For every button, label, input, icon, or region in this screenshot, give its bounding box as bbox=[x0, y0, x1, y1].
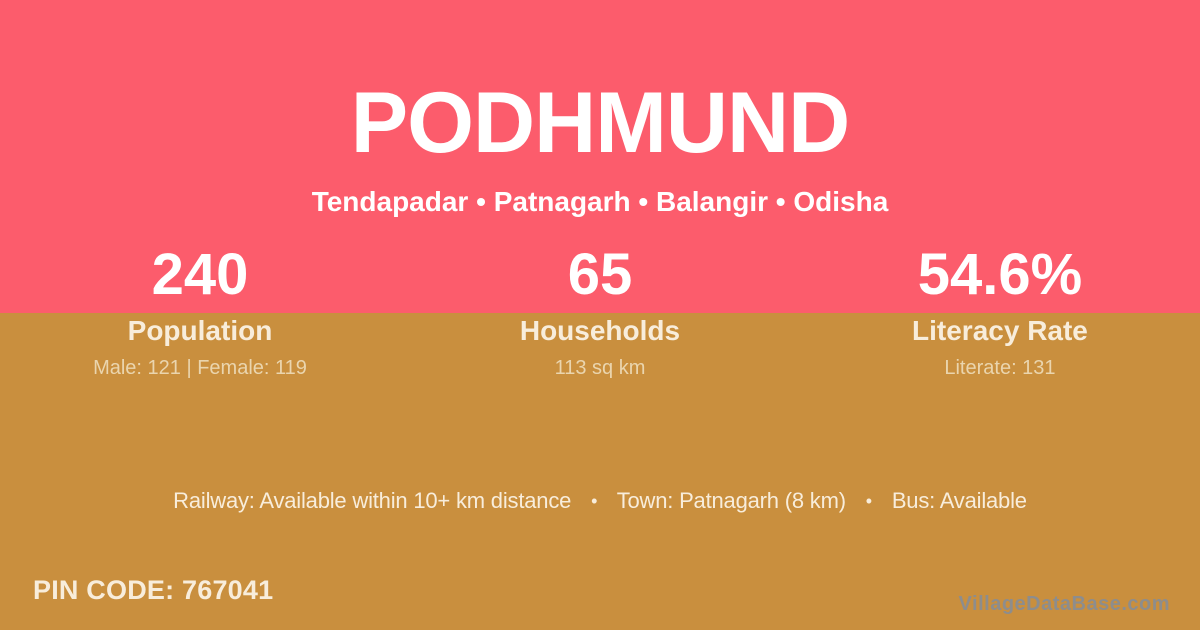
households-value: 65 bbox=[567, 242, 633, 307]
stat-population: 240 Population Male: 121 | Female: 119 bbox=[0, 246, 400, 380]
stats-row: 240 Population Male: 121 | Female: 119 6… bbox=[0, 246, 1200, 380]
population-detail: Male: 121 | Female: 119 bbox=[93, 356, 307, 379]
watermark-brand: VillageDataBase.com bbox=[958, 593, 1170, 615]
stat-literacy: 54.6% Literacy Rate Literate: 131 bbox=[800, 246, 1200, 380]
households-label: Households bbox=[519, 315, 681, 346]
village-name-title: PODHMUND bbox=[350, 75, 850, 171]
population-value: 240 bbox=[151, 242, 249, 307]
town-info: Town: Patnagarh (8 km) bbox=[616, 488, 846, 513]
households-detail: 113 sq km bbox=[554, 356, 646, 379]
stat-households: 65 Households 113 sq km bbox=[400, 246, 800, 380]
bus-info: Bus: Available bbox=[891, 488, 1027, 513]
bullet-separator: • bbox=[865, 491, 872, 511]
location-breadcrumb: Tendapadar • Patnagarh • Balangir • Odis… bbox=[311, 186, 889, 217]
bottom-band bbox=[0, 313, 1200, 630]
transport-info-line: Railway: Available within 10+ km distanc… bbox=[0, 488, 1200, 514]
pin-code-label: PIN CODE: bbox=[33, 575, 175, 605]
pin-code-value: 767041 bbox=[182, 575, 274, 605]
pin-code: PIN CODE: 767041 bbox=[33, 577, 273, 604]
railway-info: Railway: Available within 10+ km distanc… bbox=[173, 488, 572, 513]
population-label: Population bbox=[127, 315, 273, 346]
literacy-label: Literacy Rate bbox=[912, 315, 1088, 346]
literacy-value: 54.6% bbox=[917, 242, 1083, 307]
bullet-separator: • bbox=[591, 491, 598, 511]
top-band bbox=[0, 0, 1200, 313]
literacy-detail: Literate: 131 bbox=[944, 356, 1056, 379]
